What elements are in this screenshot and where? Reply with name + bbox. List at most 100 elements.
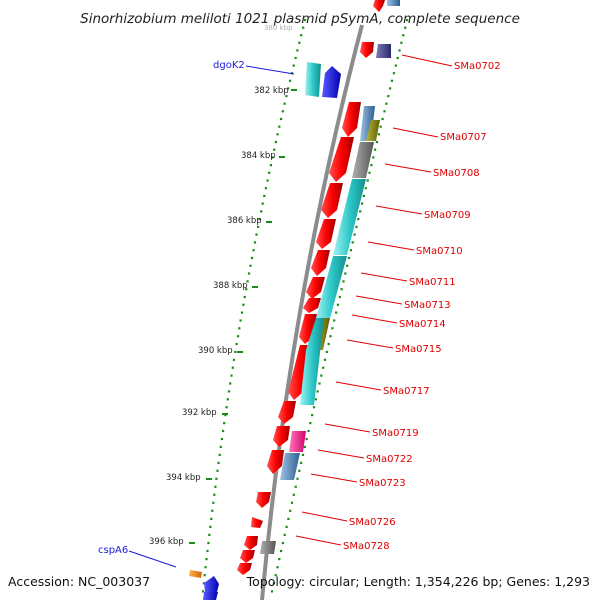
reverse-genes (189, 62, 341, 600)
gene-arrow[interactable] (303, 298, 321, 313)
scale-tick: 386 kbp (227, 216, 272, 226)
gene-label[interactable]: SMa0722 (317, 449, 413, 465)
gene-label[interactable]: SMa0723 (310, 473, 406, 489)
gene-arrow[interactable] (244, 536, 258, 550)
gene-label[interactable]: SMa0719 (324, 423, 419, 439)
gene-label-text: cspA6 (98, 545, 128, 556)
scale-dot (287, 87, 290, 90)
scale-dot (223, 422, 226, 425)
gene-arrow[interactable] (203, 592, 218, 600)
cog-block[interactable] (316, 256, 347, 318)
cog-block[interactable] (387, 0, 400, 6)
cog-block[interactable] (289, 431, 306, 452)
tick-label: 388 kbp (213, 281, 248, 291)
gene-label[interactable]: SMa0707 (392, 127, 487, 143)
scale-dot (323, 358, 327, 361)
gene-label[interactable]: dgoK2 (213, 60, 295, 75)
gene-arrow[interactable] (329, 137, 354, 182)
gene-arrow[interactable] (240, 550, 255, 563)
scale-dot (260, 210, 263, 213)
cog-block[interactable] (300, 318, 324, 405)
cog-block[interactable] (366, 120, 380, 141)
scale-dot (375, 140, 379, 144)
gene-label[interactable]: SMa0714 (351, 314, 446, 330)
scale-dot (344, 272, 347, 275)
scale-dot (204, 566, 207, 569)
scale-dot (236, 335, 240, 338)
gene-label-text: SMa0710 (416, 246, 463, 257)
scale-dot (398, 49, 401, 52)
scale-dot (377, 133, 380, 136)
scale-dot (316, 390, 319, 393)
gene-arrow[interactable] (204, 576, 219, 592)
scale-dot (239, 319, 242, 322)
scale-dot (381, 117, 384, 121)
scale-dot (214, 485, 217, 488)
scale-tick: 390 kbp (198, 346, 243, 356)
gene-label[interactable]: SMa0711 (360, 272, 456, 288)
gene-arrow[interactable] (316, 219, 336, 249)
gene-label-text: dgoK2 (213, 60, 245, 71)
cog-block[interactable] (333, 179, 366, 255)
scale-dot (215, 477, 218, 480)
cog-block[interactable] (260, 541, 276, 554)
gene-arrow[interactable] (278, 401, 296, 424)
gene-arrow[interactable] (267, 450, 284, 474)
gene-label[interactable]: SMa0702 (401, 54, 501, 72)
gene-label[interactable]: SMa0708 (384, 163, 480, 179)
cog-block[interactable] (352, 142, 374, 178)
gene-label[interactable]: SMa0709 (375, 205, 471, 221)
scale-dot (298, 41, 301, 44)
scale-dot (294, 485, 297, 488)
scale-dot (364, 187, 367, 190)
gene-label[interactable]: SMa0728 (295, 535, 390, 552)
scale-dot (296, 477, 299, 480)
scale-dot (225, 406, 228, 409)
scale-dot (320, 374, 323, 377)
scale-dot (222, 429, 225, 433)
gene-arrow[interactable] (311, 250, 330, 276)
scale-dot (253, 241, 257, 244)
gene-label[interactable]: SMa0713 (355, 295, 451, 311)
gene-arrow[interactable] (321, 183, 343, 218)
gene-arrow[interactable] (360, 42, 374, 58)
gene-arrow[interactable] (256, 492, 271, 508)
tick-label: 396 kbp (149, 537, 184, 547)
scale-dot (368, 171, 371, 174)
cog-block[interactable] (376, 44, 391, 58)
scale-tick: 382 kbp (254, 86, 297, 96)
gene-arrow[interactable] (237, 563, 252, 575)
gene-arrow[interactable] (305, 62, 321, 97)
gene-label-text: SMa0702 (454, 61, 501, 72)
gene-label[interactable]: SMa0715 (346, 339, 442, 355)
gene-arrow[interactable] (322, 66, 341, 98)
gene-arrow[interactable] (373, 0, 385, 12)
gene-arrow[interactable] (306, 277, 325, 299)
scale-dot (307, 429, 310, 433)
gene-label-text: SMa0719 (372, 428, 419, 439)
gene-label[interactable]: SMa0717 (335, 381, 430, 397)
scale-dot (243, 295, 246, 299)
gene-label[interactable]: SMa0726 (301, 511, 396, 528)
scale-dot (218, 453, 221, 456)
gene-arrow[interactable] (251, 517, 263, 528)
gene-label[interactable]: cspA6 (98, 545, 177, 568)
scale-dot (217, 461, 220, 464)
scale-dot (245, 288, 248, 291)
gene-arrow[interactable] (342, 102, 361, 137)
gene-label-text: SMa0717 (383, 386, 430, 397)
scale-dot (338, 295, 341, 299)
scale-tick: 392 kbp (182, 408, 228, 418)
gene-label-text: SMa0728 (343, 541, 390, 552)
scale-dot (296, 49, 299, 52)
cog-block[interactable] (280, 453, 300, 480)
scale-dot (229, 382, 232, 385)
scale-dot (278, 125, 281, 128)
scale-dot (235, 342, 238, 346)
scale-dot (276, 566, 279, 569)
gene-label-text: SMa0713 (404, 300, 451, 311)
gene-label[interactable]: SMa0710 (367, 241, 463, 257)
scale-dot (355, 225, 358, 228)
gene-arrow[interactable] (273, 426, 290, 447)
gene-arrow[interactable] (189, 570, 202, 578)
